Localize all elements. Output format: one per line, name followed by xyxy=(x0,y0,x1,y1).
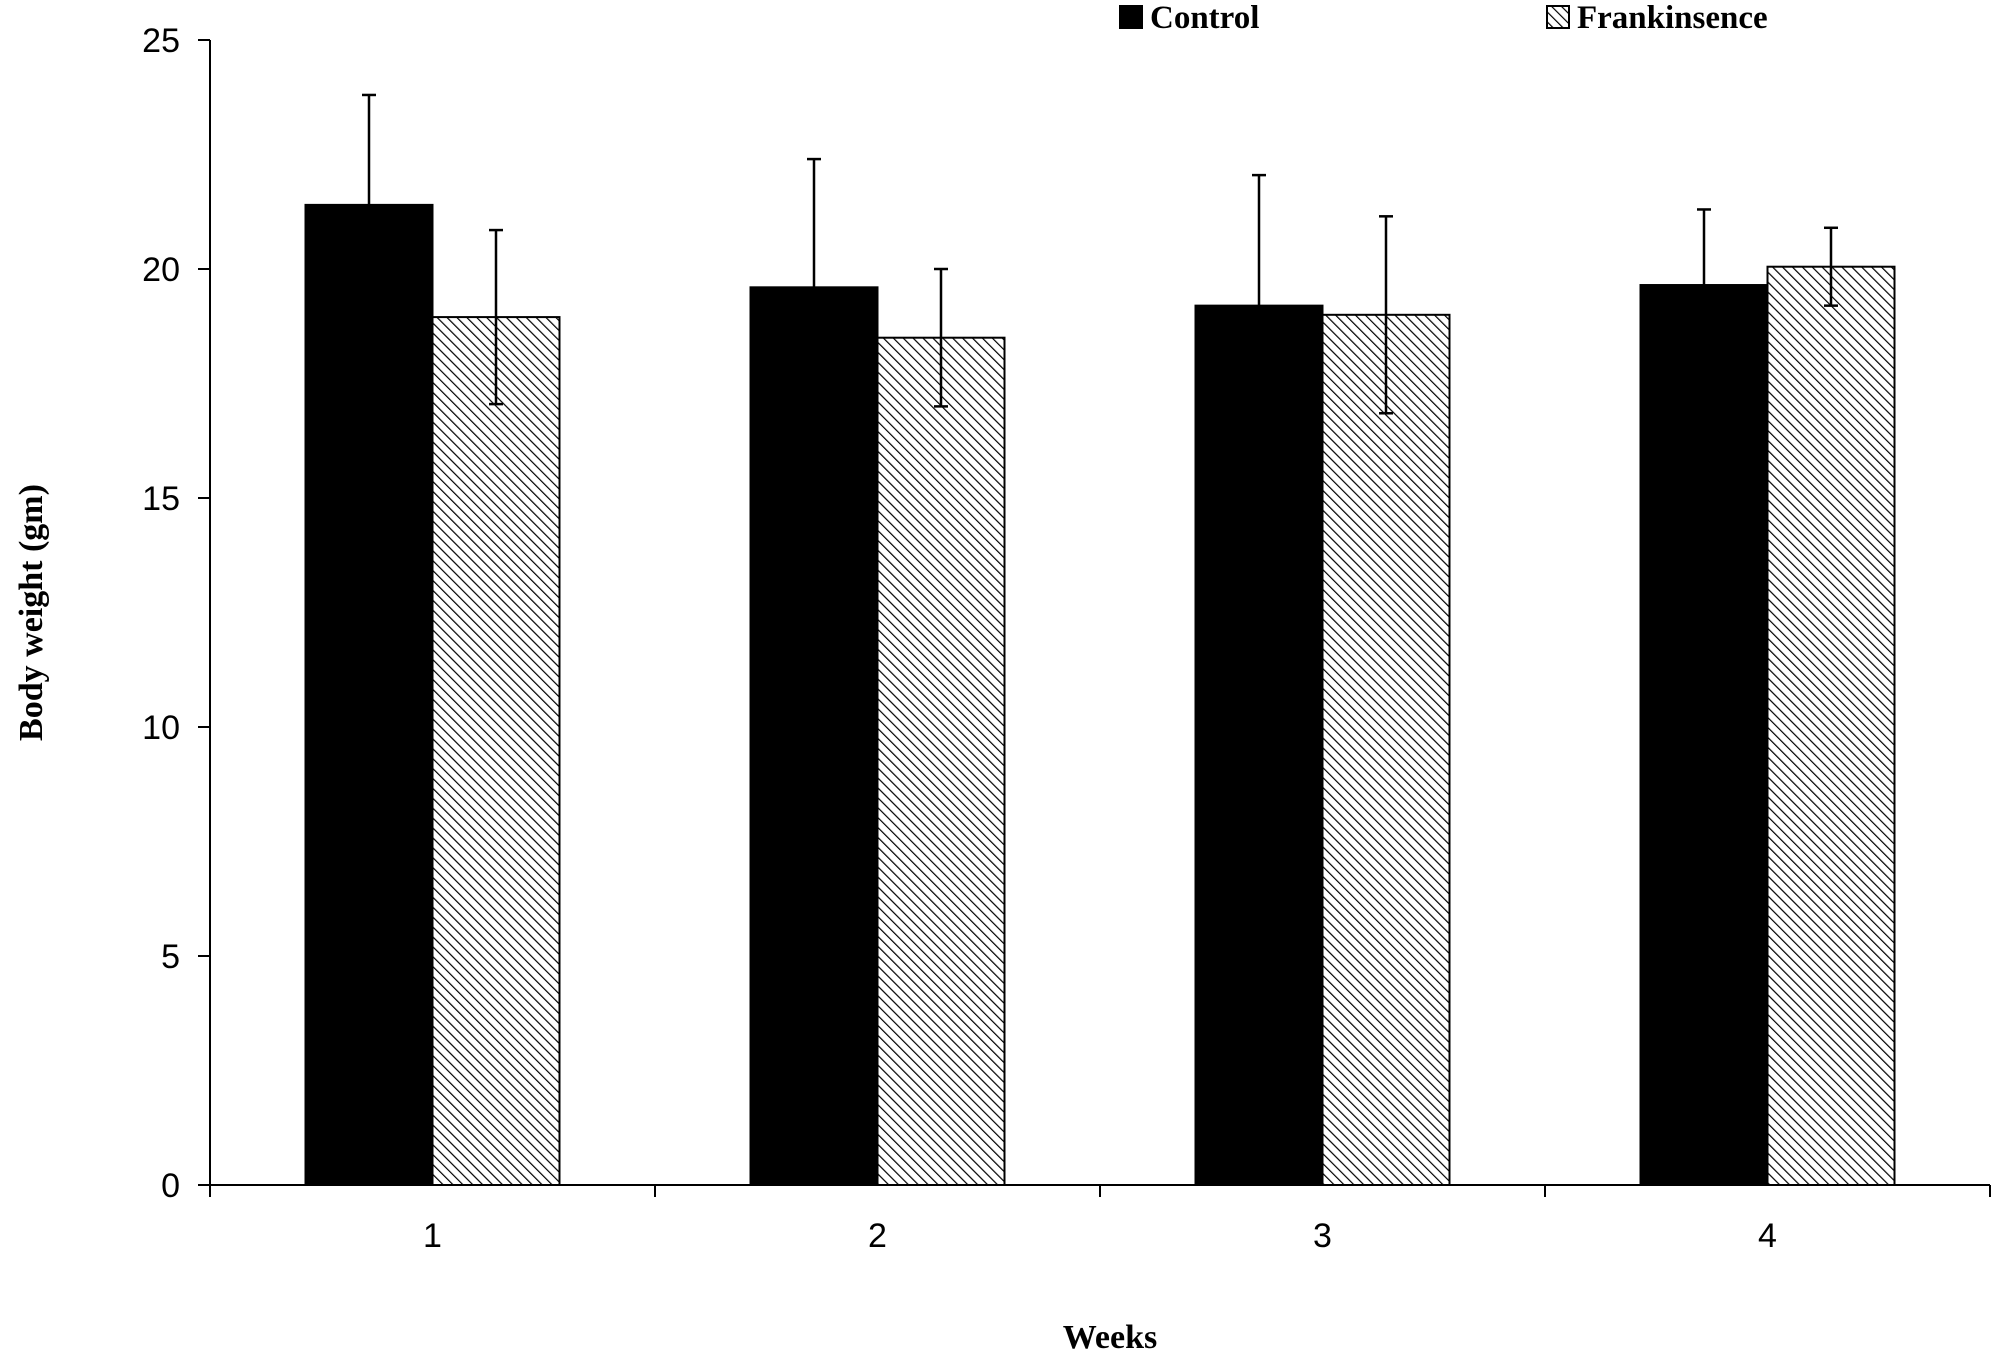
error-bar-control-week-3 xyxy=(1252,173,1266,438)
legend-label-frankinsence: Frankinsence xyxy=(1577,0,1768,36)
y-axis-title: Body weight (gm) xyxy=(13,484,50,741)
error-bars-layer xyxy=(362,93,1838,438)
bar-control-week-1 xyxy=(304,203,434,1186)
error-bar-frankinsence-week-2 xyxy=(934,267,948,408)
bar-control-week-4 xyxy=(1639,284,1769,1186)
labels-layer: 0 5 10 15 20 25 1 2 3 4 Weeks Body weight (gm) xyxy=(13,22,1777,1356)
legend-label-control: Control xyxy=(1150,0,1259,36)
bar-frankinsence-week-4 xyxy=(1766,265,1896,1186)
legend-item-control: Control xyxy=(1119,0,1259,36)
error-bar-control-week-2 xyxy=(807,157,821,417)
bar-control-week-3 xyxy=(1194,304,1324,1186)
error-bar-frankinsence-week-3 xyxy=(1379,215,1393,415)
x-axis-title: Weeks xyxy=(1063,1319,1157,1356)
legend-swatch-control xyxy=(1119,5,1143,29)
legend: Control Frankinsence xyxy=(1119,0,1768,36)
y-tick-label-10: 10 xyxy=(142,709,180,747)
bar-frankinsence-week-1 xyxy=(431,316,561,1186)
error-bar-frankinsence-week-4 xyxy=(1824,226,1838,307)
axes-layer xyxy=(198,39,1991,1197)
bar-control-week-2 xyxy=(749,286,879,1186)
legend-item-frankinsence: Frankinsence xyxy=(1546,0,1768,36)
error-bar-frankinsence-week-1 xyxy=(489,228,503,406)
x-tick-label-4: 4 xyxy=(1758,1217,1777,1255)
error-bar-control-week-1 xyxy=(362,93,376,317)
y-tick-label-25: 25 xyxy=(142,22,180,60)
error-bar-control-week-4 xyxy=(1697,208,1711,362)
y-tick-label-15: 15 xyxy=(142,480,180,518)
x-tick-label-3: 3 xyxy=(1313,1217,1332,1255)
x-tick-label-2: 2 xyxy=(868,1217,887,1255)
bar-frankinsence-week-2 xyxy=(876,336,1006,1186)
bars-layer xyxy=(304,203,1896,1186)
y-tick-label-0: 0 xyxy=(161,1167,180,1205)
y-tick-label-20: 20 xyxy=(142,251,180,289)
bar-frankinsence-week-3 xyxy=(1321,313,1451,1186)
legend-swatch-frankinsence xyxy=(1546,5,1570,29)
x-tick-label-1: 1 xyxy=(423,1217,442,1255)
y-tick-label-5: 5 xyxy=(161,938,180,976)
